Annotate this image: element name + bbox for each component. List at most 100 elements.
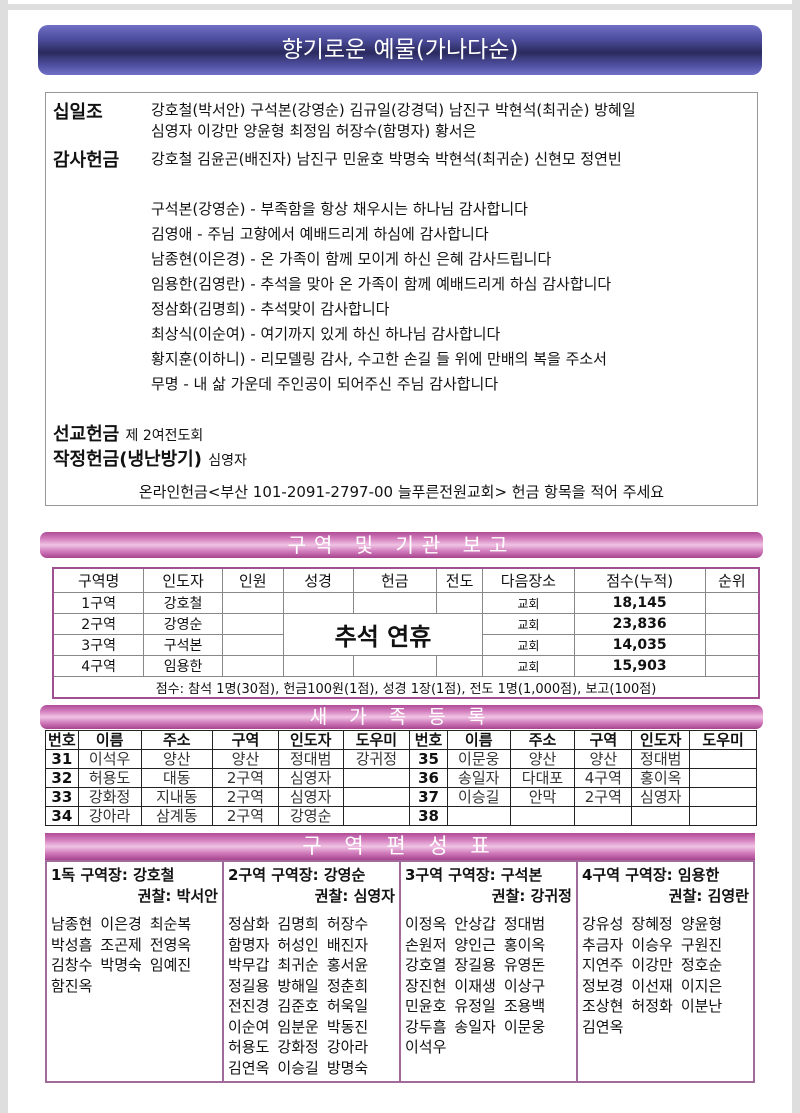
zone-name: 1구역	[52, 592, 145, 614]
column-header: 인도자	[277, 730, 344, 750]
member-name: 정삼화	[228, 915, 270, 933]
zone-roster-banner: 구 역 편 성 표	[45, 833, 755, 860]
new-family-name: 이승길	[446, 787, 511, 807]
thanks-message: 정삼화(김명희) - 추석맞이 감사합니다	[151, 300, 390, 318]
member-name: 장혜정	[631, 915, 673, 933]
new-family-leader	[631, 806, 691, 826]
tithe-label: 십일조	[53, 102, 103, 123]
member-name: 강두흠	[405, 1017, 447, 1036]
new-family-table: 번호 이름 주소 구역 인도자 도우미 번호 이름 주소 구역 인도자 도우미 31 이석우 양산 양산 정대…	[45, 730, 757, 826]
new-family-zone: 2구역	[212, 768, 279, 788]
new-family-name: 이문웅	[446, 749, 511, 769]
attendance-cell	[221, 592, 284, 614]
column-header: 도우미	[689, 730, 757, 750]
member-name: 강유성	[582, 915, 624, 933]
member-name: 이재생	[454, 976, 496, 995]
new-family-address: 삼계동	[140, 806, 214, 826]
zone-report-table: 구역명 인도자 인원 성경 헌금 전도 다음장소 점수(누적) 순위 1구역 강호철 교회 18,14…	[52, 567, 760, 699]
new-family-leader: 정대범	[277, 749, 344, 769]
pledge-value: 심영자	[208, 453, 247, 469]
new-family-helper	[689, 749, 757, 769]
new-family-helper	[689, 768, 757, 788]
member-name: 송일자	[454, 1017, 496, 1036]
next-place: 교회	[482, 634, 575, 656]
new-family-leader: 심영자	[277, 787, 344, 807]
member-name: 양윤형	[680, 915, 723, 933]
member-name: 이분난	[680, 997, 723, 1015]
member-name: 이강만	[631, 956, 673, 974]
new-family-address: 대동	[140, 768, 214, 788]
member-name: 정춘희	[326, 976, 369, 995]
member-name: 조곤제	[100, 935, 142, 954]
zone-leader: 강영순	[143, 613, 223, 635]
zone-roster-grid: 1독 구역장: 강호철 권찰: 박서안 남종현 이은경 최순복 박성흠 조곤제 전영옥 김창수 박…	[45, 860, 755, 1083]
new-family-name: 이석우	[77, 749, 142, 769]
next-place: 교회	[482, 655, 575, 677]
zone-head: 3구역 구역장: 구석본	[405, 866, 543, 884]
rank-cell	[704, 634, 760, 656]
new-family-zone: 2구역	[574, 787, 633, 807]
table-row: 33 강화정 지내동 2구역 심영자 37 이승길 안막 2구역 심영자	[45, 787, 757, 807]
zone-name: 4구역	[52, 655, 145, 677]
column-header: 인도자	[631, 730, 691, 750]
column-header: 구역명	[52, 567, 145, 593]
new-family-number: 32	[45, 768, 79, 788]
column-header: 도우미	[342, 730, 411, 750]
member-name: 박동진	[326, 1017, 369, 1036]
new-family-address: 다대포	[509, 768, 576, 788]
cumulative-score: 14,035	[573, 634, 706, 656]
member-name: 임예진	[149, 956, 192, 974]
thanks-message: 황지훈(이하니) - 리모델링 감사, 수고한 손길 들 위에 만배의 복을 주…	[151, 350, 607, 368]
member-name: 함명자	[228, 935, 270, 954]
thanks-line: 강호철 김윤곤(배진자) 남진구 민윤호 박명숙 박현석(최귀순) 신현모 정연…	[151, 150, 622, 168]
thanks-message: 최상식(이순여) - 여기까지 있게 하신 하나님 감사합니다	[151, 325, 501, 343]
table-row: 31 이석우 양산 양산 정대범 강귀정 35 이문웅 양산 양산 정대범	[45, 749, 757, 769]
new-family-number: 38	[409, 806, 448, 826]
zone-members: 남종현 이은경 최순복 박성흠 조곤제 전영옥 김창수 박명숙 임예진 함진옥	[51, 914, 218, 996]
member-name: 임분운	[277, 1017, 319, 1036]
zone-members: 정삼화 김명희 허장수 함명자 허성인 배진자 박무갑 최귀순 홍서윤 정길용 방해일 정춘희 전진경 김…	[228, 914, 395, 1078]
member-name: 이선재	[631, 976, 673, 995]
member-name: 조상현	[582, 997, 624, 1015]
member-name: 이정옥	[405, 915, 447, 933]
new-family-zone: 4구역	[574, 768, 633, 788]
member-name: 함진옥	[51, 976, 93, 995]
member-name: 강화정	[277, 1038, 319, 1056]
zone-members: 이정옥 안상갑 정대범 손원저 양인근 홍이옥 강호열 장길용 유영돈 장진현 이재생 이상구 민윤호 유…	[405, 914, 572, 1058]
offerings-box: 십일조 강호철(박서안) 구석본(강영순) 김규일(강경덕) 남진구 박현석(최…	[45, 92, 758, 506]
new-family-name	[446, 806, 511, 826]
evangelism-cell	[435, 592, 484, 614]
member-name: 유영돈	[503, 956, 546, 974]
member-name: 방명숙	[326, 1058, 369, 1077]
new-family-zone: 양산	[574, 749, 633, 769]
new-family-leader: 심영자	[631, 787, 691, 807]
new-family-number: 31	[45, 749, 79, 769]
zone-group: 3구역 구역장: 구석본 권찰: 강귀정 이정옥 안상갑 정대범 손원저 양인근 홍이옥 강호열…	[401, 862, 578, 1081]
bible-cell	[282, 655, 354, 677]
tithe-line: 강호철(박서안) 구석본(강영순) 김규일(강경덕) 남진구 박현석(최귀순) …	[151, 101, 636, 119]
new-family-helper	[342, 806, 411, 826]
member-name: 이순여	[228, 1017, 270, 1036]
new-family-leader: 홍이옥	[631, 768, 691, 788]
member-name: 유정일	[454, 997, 496, 1015]
new-family-helper	[342, 768, 411, 788]
table-row: 32 허용도 대동 2구역 심영자 36 송일자 다대포 4구역 홍이옥	[45, 768, 757, 788]
attendance-cell	[221, 655, 284, 677]
online-offering-note: 온라인헌금<부산 101-2091-2797-00 늘푸른전원교회> 헌금 항목…	[138, 483, 665, 501]
member-name: 배진자	[326, 935, 369, 954]
new-family-address: 안막	[509, 787, 576, 807]
pledge-offering: 작정헌금(냉난방기) 심영자	[53, 445, 247, 471]
thanks-message: 남종현(이은경) - 온 가족이 함께 모이게 하신 은혜 감사드립니다	[151, 250, 552, 268]
member-name: 방해일	[277, 976, 319, 995]
member-name: 조용백	[503, 997, 546, 1015]
member-name: 강아라	[326, 1038, 369, 1056]
cumulative-score: 15,903	[573, 655, 706, 677]
member-name: 남종현	[51, 915, 93, 933]
zone-head: 4구역 구역장: 임용한	[582, 866, 720, 884]
column-header: 이름	[446, 730, 511, 750]
member-name: 이석우	[405, 1038, 447, 1056]
zone-head: 2구역 구역장: 강영순	[228, 866, 366, 884]
zone-members: 강유성 장혜정 양윤형 추금자 이승우 구원진 지연주 이강만 정호순 정보경 이선재 이지은 조상현 허…	[582, 914, 749, 1037]
member-name: 허욱일	[326, 997, 369, 1015]
new-family-address: 지내동	[140, 787, 214, 807]
